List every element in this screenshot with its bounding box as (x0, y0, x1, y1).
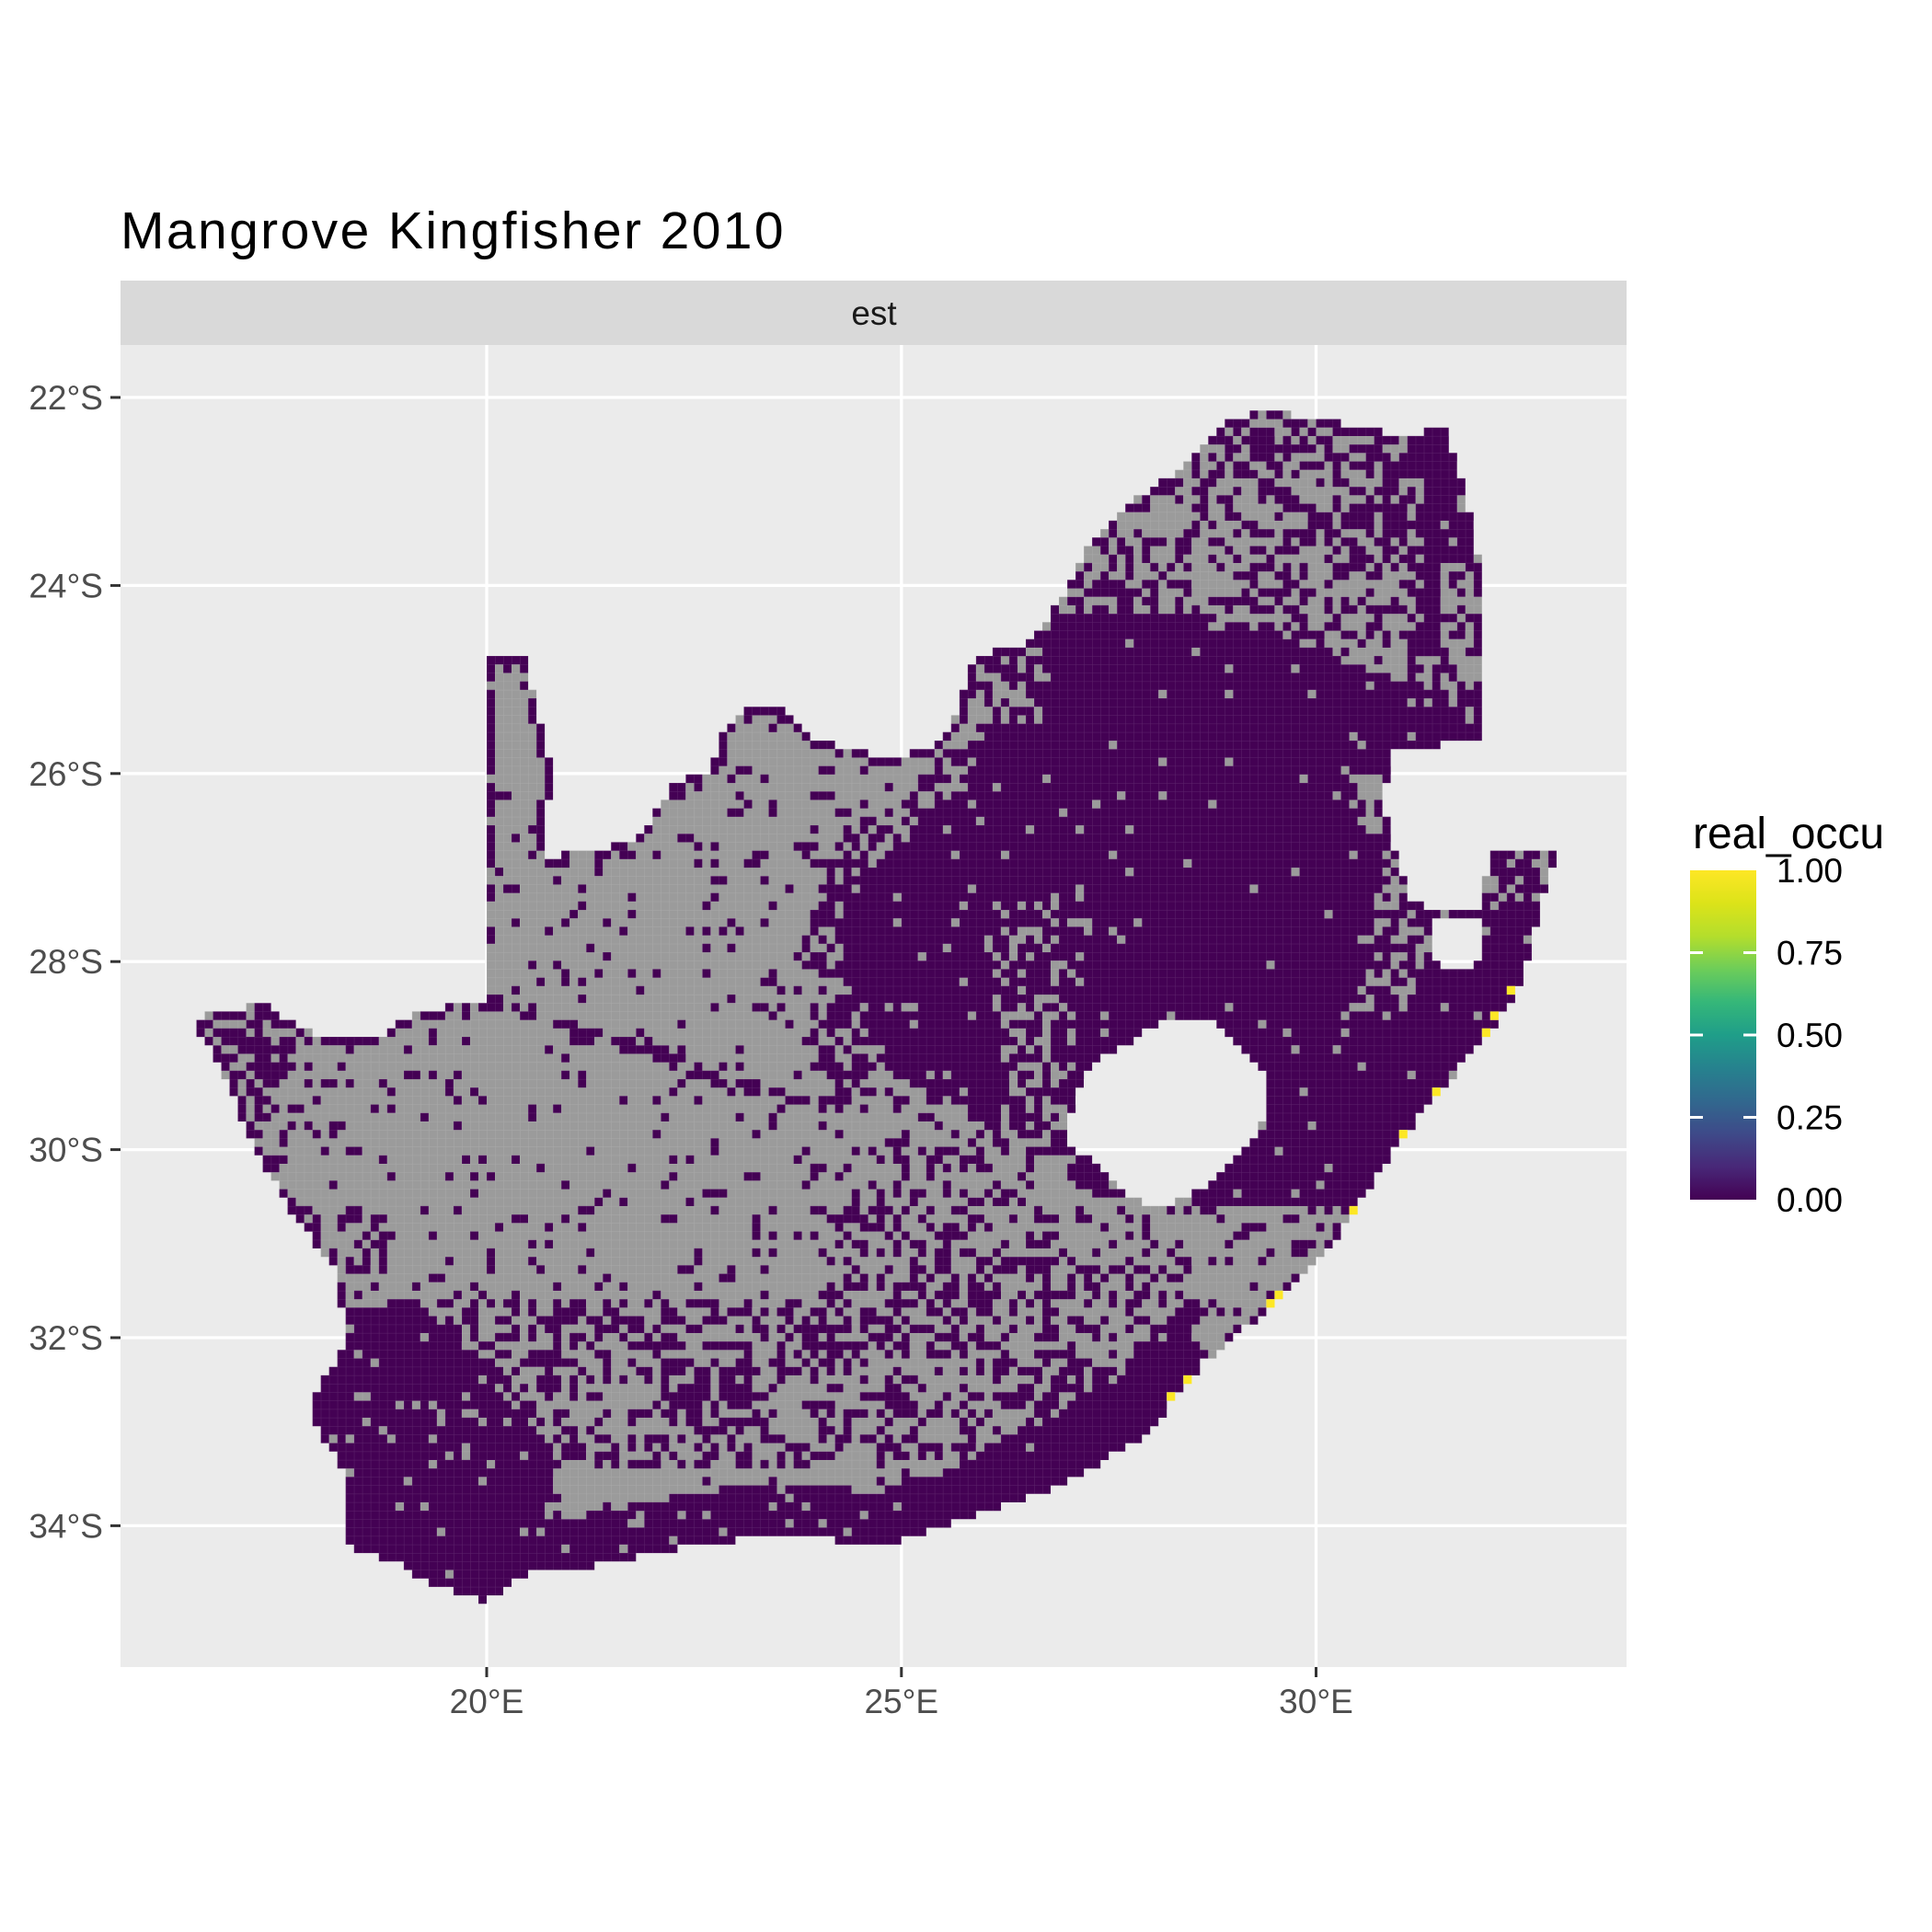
svg-text:22°S: 22°S (29, 379, 103, 417)
svg-text:26°S: 26°S (29, 755, 103, 793)
svg-text:1.00: 1.00 (1777, 852, 1843, 890)
svg-text:0.50: 0.50 (1777, 1017, 1843, 1054)
svg-text:28°S: 28°S (29, 943, 103, 981)
svg-text:30°S: 30°S (29, 1132, 103, 1169)
svg-text:0.75: 0.75 (1777, 935, 1843, 972)
svg-text:0.00: 0.00 (1777, 1181, 1843, 1219)
svg-text:est: est (851, 294, 897, 332)
svg-text:0.25: 0.25 (1777, 1099, 1843, 1137)
svg-text:30°E: 30°E (1279, 1683, 1353, 1720)
svg-text:25°E: 25°E (864, 1683, 938, 1720)
svg-text:Mangrove Kingfisher 2010: Mangrove Kingfisher 2010 (121, 201, 786, 260)
svg-text:20°E: 20°E (450, 1683, 524, 1720)
svg-text:34°S: 34°S (29, 1507, 103, 1545)
svg-text:32°S: 32°S (29, 1319, 103, 1357)
svg-text:24°S: 24°S (29, 567, 103, 604)
svg-text:real_occu: real_occu (1693, 810, 1884, 858)
